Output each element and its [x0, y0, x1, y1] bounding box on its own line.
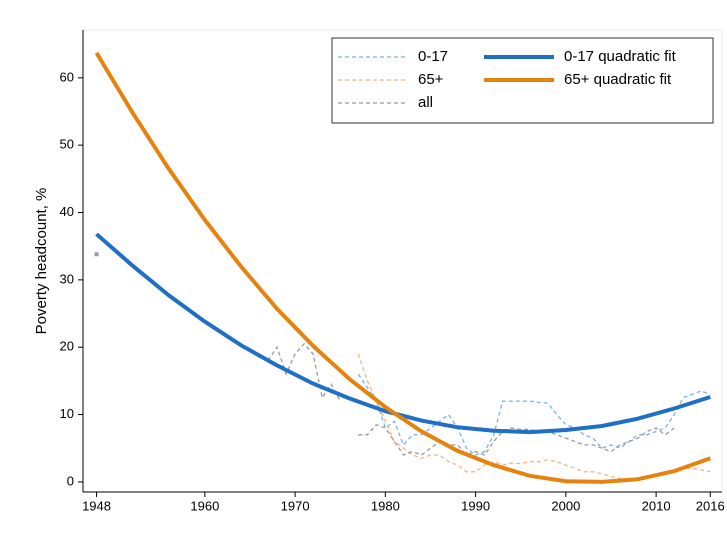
y-tick-label: 20 — [60, 339, 74, 354]
x-tick-label: 2016 — [696, 498, 725, 513]
x-tick-label: 1970 — [281, 498, 310, 513]
x-tick-label: 1948 — [82, 498, 111, 513]
y-axis-label: Poverty headcount, % — [33, 188, 50, 335]
series-line — [357, 353, 711, 481]
y-tick-label: 10 — [60, 406, 74, 421]
x-tick-label: 2000 — [551, 498, 580, 513]
y-tick-label: 50 — [60, 137, 74, 152]
series-line — [94, 51, 711, 484]
y-tick-label: 0 — [67, 473, 74, 488]
x-tick-label: 1980 — [371, 498, 400, 513]
series-line — [357, 373, 711, 456]
x-tick-label: 1990 — [461, 498, 490, 513]
series-line — [95, 232, 711, 435]
legend-label: 65+ — [418, 71, 444, 88]
y-tick-label: 30 — [60, 271, 74, 286]
legend: 0-17 65+ all 0-17 quadratic fit 65+ quadrati… — [331, 37, 714, 124]
legend-label: 0-17 quadratic fit — [564, 48, 677, 65]
legend-label: 65+ quadratic fit — [564, 71, 672, 88]
x-tick-label: 1960 — [190, 498, 219, 513]
y-tick-label: 40 — [60, 204, 74, 219]
y-tick-label: 60 — [60, 69, 74, 84]
point-marker — [94, 252, 99, 257]
x-tick-label: 2010 — [642, 498, 671, 513]
legend-label: all — [418, 94, 433, 111]
legend-label: 0-17 — [418, 48, 448, 65]
